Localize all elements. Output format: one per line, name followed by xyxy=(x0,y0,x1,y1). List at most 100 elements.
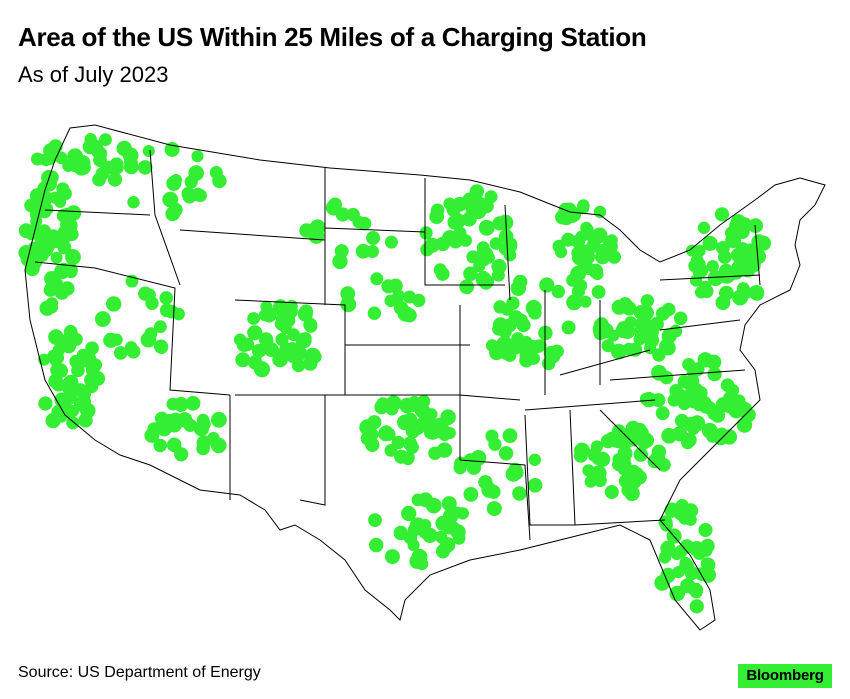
coverage-circle xyxy=(478,219,495,236)
coverage-circle xyxy=(50,251,63,264)
coverage-circle xyxy=(137,160,153,175)
coverage-circle xyxy=(260,300,273,313)
coverage-circle xyxy=(633,305,649,320)
coverage-circle xyxy=(669,585,685,602)
coverage-circle xyxy=(417,394,431,408)
coverage-circle xyxy=(659,370,674,385)
coverage-circle xyxy=(393,300,409,316)
coverage-circle xyxy=(611,299,627,315)
coverage-circle xyxy=(302,356,318,371)
coverage-circle xyxy=(504,240,518,254)
coverage-circle xyxy=(655,306,670,321)
coverage-circle xyxy=(579,295,592,308)
coverage-circle xyxy=(155,341,169,354)
coverage-circle xyxy=(374,399,389,415)
coverage-circle xyxy=(748,218,763,234)
coverage-circle xyxy=(34,247,50,263)
coverage-circle xyxy=(694,567,709,581)
coverage-circle xyxy=(90,371,106,386)
coverage-circle xyxy=(498,446,514,461)
coverage-circle xyxy=(596,243,610,258)
coverage-circle xyxy=(154,320,167,334)
coverage-circle xyxy=(107,172,123,187)
coverage-circle xyxy=(285,342,299,355)
coverage-circle xyxy=(411,493,425,507)
coverage-circle xyxy=(334,244,349,259)
coverage-circle xyxy=(611,424,626,438)
coverage-circle xyxy=(699,544,713,557)
coverage-circle xyxy=(706,354,722,370)
coverage-circle xyxy=(369,537,384,553)
coverage-circle xyxy=(558,209,574,226)
coverage-circle xyxy=(660,567,676,584)
coverage-circle xyxy=(57,240,72,255)
coverage-circle xyxy=(658,551,672,564)
coverage-circle xyxy=(384,549,400,565)
coverage-circle xyxy=(125,274,139,288)
coverage-circle xyxy=(251,343,267,359)
coverage-circle xyxy=(610,343,627,360)
coverage-circle xyxy=(44,271,60,287)
coverage-circle xyxy=(637,437,651,450)
coverage-circle xyxy=(686,244,698,257)
coverage-circle xyxy=(714,207,730,222)
coverage-circle xyxy=(63,325,78,339)
coverage-circle xyxy=(424,237,440,253)
coverage-circle xyxy=(697,221,711,234)
coverage-circle xyxy=(463,453,478,467)
bloomberg-logo: Bloomberg xyxy=(738,664,832,688)
chart-subtitle: As of July 2023 xyxy=(18,62,169,87)
coverage-circle xyxy=(720,378,735,393)
coverage-circle xyxy=(50,351,65,365)
coverage-circle xyxy=(591,227,608,244)
coverage-circle xyxy=(196,441,210,456)
coverage-circle xyxy=(63,390,77,405)
coverage-circle xyxy=(674,544,688,558)
coverage-circle xyxy=(441,496,457,512)
coverage-circle xyxy=(698,280,712,294)
coverage-circle xyxy=(493,318,507,331)
coverage-circle xyxy=(109,163,122,176)
coverage-circle xyxy=(466,250,480,264)
border-ms-al xyxy=(524,409,576,526)
coverage-circle xyxy=(745,252,760,268)
coverage-circle xyxy=(449,212,466,229)
coverage-circle xyxy=(661,341,676,356)
coverage-circle xyxy=(439,537,456,553)
coverage-circle xyxy=(185,395,201,411)
coverage-circle xyxy=(707,270,724,287)
coverage-circle xyxy=(106,296,122,312)
coverage-circle xyxy=(633,447,648,462)
coverage-circle xyxy=(50,363,65,378)
coverage-circle xyxy=(438,428,451,442)
coverage-circle xyxy=(478,475,493,490)
coverage-circle xyxy=(605,234,618,247)
map-svg xyxy=(18,124,826,631)
coverage-circle xyxy=(309,219,326,236)
coverage-circle xyxy=(678,397,691,411)
coverage-circle xyxy=(664,502,680,518)
coverage-circle xyxy=(85,361,99,375)
coverage-circle xyxy=(512,486,527,501)
coverage-circle xyxy=(295,332,312,349)
coverage-circle xyxy=(435,515,451,531)
coverage-circle xyxy=(575,230,588,243)
coverage-circle xyxy=(690,362,705,377)
coverage-circle xyxy=(116,140,132,157)
coverage-circle xyxy=(577,199,590,212)
coverage-circle xyxy=(604,485,619,499)
coverage-circle xyxy=(153,438,167,453)
border-tn-ky xyxy=(524,399,656,411)
coverage-circle xyxy=(142,145,155,157)
coverage-circle xyxy=(750,286,765,301)
coverage-circle xyxy=(401,452,415,466)
coverage-circle xyxy=(635,317,649,331)
coverage-circle xyxy=(85,341,99,356)
coverage-circle xyxy=(519,353,534,368)
coverage-circle xyxy=(550,344,564,358)
coverage-circle xyxy=(702,422,718,439)
coverage-circle xyxy=(123,159,139,175)
chart-title: Area of the US Within 25 Miles of a Char… xyxy=(18,22,647,52)
coverage-circle xyxy=(38,396,53,411)
coverage-circle xyxy=(30,215,43,228)
